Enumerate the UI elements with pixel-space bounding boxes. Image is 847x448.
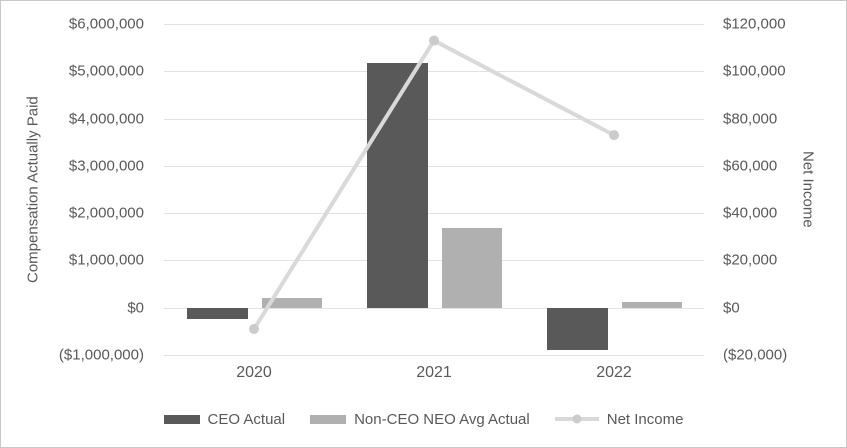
bar-non-ceo-neo-avg-actual-2020 bbox=[262, 297, 322, 308]
gridline bbox=[164, 118, 704, 120]
x-axis-labels: 2020 2021 2022 bbox=[164, 364, 704, 386]
right-axis-tick: $80,000 bbox=[723, 110, 778, 128]
bar-non-ceo-neo-avg-actual-2021 bbox=[442, 227, 502, 308]
right-axis-tick: $40,000 bbox=[723, 204, 778, 222]
legend-swatch-net-income bbox=[554, 414, 599, 425]
legend-item-net-income: Net Income bbox=[554, 410, 684, 428]
plot-area bbox=[164, 24, 704, 356]
gridline bbox=[164, 355, 704, 356]
left-axis-tick: $6,000,000 bbox=[68, 15, 144, 33]
gridline bbox=[164, 165, 704, 167]
left-axis-tick: $5,000,000 bbox=[68, 62, 144, 80]
legend: CEO Actual Non-CEO NEO Avg Actual Net Inco… bbox=[1, 405, 846, 433]
net-income-marker-2021 bbox=[429, 35, 439, 46]
x-axis-label-2020: 2020 bbox=[236, 364, 272, 381]
gridline bbox=[164, 71, 704, 73]
gridline bbox=[164, 260, 704, 262]
net-income-marker-2022 bbox=[609, 130, 619, 141]
gridline bbox=[164, 213, 704, 215]
left-axis-tick: $0 bbox=[127, 299, 144, 317]
legend-item-ceo-actual: CEO Actual bbox=[163, 410, 286, 428]
right-axis-tick: $100,000 bbox=[723, 62, 786, 80]
legend-label-non-ceo-neo-avg-actual: Non-CEO NEO Avg Actual bbox=[354, 410, 530, 428]
legend-label-ceo-actual: CEO Actual bbox=[207, 410, 286, 428]
gridline bbox=[164, 24, 704, 25]
right-axis-tick: ($20,000) bbox=[723, 346, 788, 364]
legend-item-non-ceo-neo-avg-actual: Non-CEO NEO Avg Actual bbox=[310, 411, 530, 428]
right-axis-tick: $0 bbox=[723, 299, 740, 317]
gridline bbox=[164, 307, 704, 309]
left-axis-ticks: $6,000,000 $5,000,000 $4,000,000 $3,000,000… bbox=[1, 1, 144, 447]
legend-label-net-income: Net Income bbox=[606, 410, 684, 428]
left-axis-tick: $4,000,000 bbox=[68, 110, 144, 128]
x-axis-label-2022: 2022 bbox=[596, 364, 632, 381]
bar-ceo-actual-2022 bbox=[547, 307, 608, 351]
right-axis-tick: $20,000 bbox=[723, 251, 778, 269]
left-axis-tick: $3,000,000 bbox=[68, 157, 144, 175]
right-axis-tick: $60,000 bbox=[723, 157, 778, 175]
right-axis-tick: $120,000 bbox=[723, 15, 786, 33]
net-income-marker-2020 bbox=[249, 323, 259, 334]
right-axis-title: Net Income bbox=[799, 151, 817, 228]
left-axis-tick: ($1,000,000) bbox=[58, 346, 144, 364]
legend-swatch-ceo-actual bbox=[163, 414, 200, 424]
bar-ceo-actual-2020 bbox=[187, 307, 248, 320]
x-axis-label-2021: 2021 bbox=[416, 364, 452, 381]
bar-non-ceo-neo-avg-actual-2022 bbox=[622, 301, 682, 308]
bar-ceo-actual-2021 bbox=[367, 62, 428, 308]
left-axis-tick: $2,000,000 bbox=[68, 204, 144, 222]
net-income-line-series bbox=[249, 35, 619, 334]
left-axis-tick: $1,000,000 bbox=[68, 251, 144, 269]
legend-marker-icon bbox=[572, 414, 582, 424]
legend-swatch-non-ceo-neo-avg-actual bbox=[310, 414, 347, 424]
right-axis-ticks: $120,000 $100,000 $80,000 $60,000 $40,000 $20… bbox=[723, 1, 843, 447]
net-income-line bbox=[252, 37, 615, 331]
